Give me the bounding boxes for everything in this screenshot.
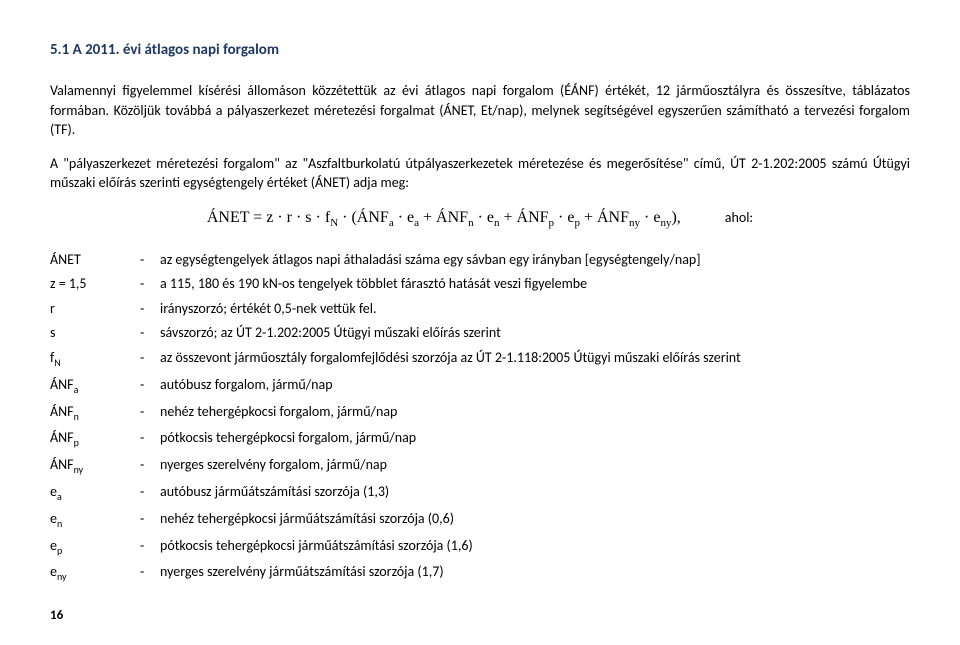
definition-term: ea <box>50 482 140 504</box>
formula-eny: · e <box>640 209 660 226</box>
definition-term-subscript: a <box>74 383 79 396</box>
formula-ep: · e <box>554 209 574 226</box>
definition-dash: - <box>140 299 160 319</box>
paragraph-1: Valamennyi figyelemmel kísérési állomáso… <box>50 81 910 140</box>
definition-term-subscript: n <box>57 517 62 530</box>
definition-description: az egységtengelyek átlagos napi áthaladá… <box>160 250 910 270</box>
formula: ÁNET = z · r · s · fN · (ÁNFa · ea + ÁNF… <box>50 207 910 232</box>
definition-description: az összevont járműosztály forgalomfejlőd… <box>160 348 910 368</box>
formula-anfn: + ÁNF <box>419 209 468 226</box>
formula-anfny: + ÁNF <box>580 209 629 226</box>
definition-description: pótkocsis tehergépkocsi forgalom, jármű/… <box>160 428 910 448</box>
definition-dash: - <box>140 375 160 395</box>
definition-term: s <box>50 323 140 343</box>
definition-term-subscript: n <box>74 409 79 422</box>
formula-en: · e <box>474 209 494 226</box>
definition-term: eny <box>50 562 140 584</box>
definition-dash: - <box>140 428 160 448</box>
formula-ahol: ahol: <box>725 208 753 228</box>
paragraph-2: A "pályaszerkezet méretezési forgalom" a… <box>50 154 910 193</box>
definition-term-subscript: p <box>74 436 79 449</box>
definition-description: a 115, 180 és 190 kN-os tengelyek többle… <box>160 274 910 294</box>
definitions-list: ÁNET-az egységtengelyek átlagos napi áth… <box>50 250 910 585</box>
formula-close: ), <box>671 209 680 226</box>
definition-term: ÁNFny <box>50 455 140 477</box>
definition-description: nehéz tehergépkocsi járműátszámítási szo… <box>160 509 910 529</box>
definition-description: autóbusz forgalom, jármű/nap <box>160 375 910 395</box>
formula-sub-ny: ny <box>629 217 640 229</box>
definition-dash: - <box>140 274 160 294</box>
definition-description: nyerges szerelvény forgalom, jármű/nap <box>160 455 910 475</box>
definition-term: ÁNFa <box>50 375 140 397</box>
definition-dash: - <box>140 455 160 475</box>
definition-term-subscript: a <box>57 490 62 503</box>
definition-term: z = 1,5 <box>50 274 140 294</box>
definition-description: nehéz tehergépkocsi forgalom, jármű/nap <box>160 402 910 422</box>
definition-description: pótkocsis tehergépkocsi járműátszámítási… <box>160 536 910 556</box>
definition-dash: - <box>140 509 160 529</box>
formula-open: · (ÁNF <box>338 209 389 226</box>
definition-dash: - <box>140 482 160 502</box>
definition-dash: - <box>140 562 160 582</box>
definition-description: autóbusz járműátszámítási szorzója (1,3) <box>160 482 910 502</box>
formula-sub-ny2: ny <box>660 217 671 229</box>
definition-term-subscript: ny <box>57 570 67 583</box>
formula-anfp: + ÁNF <box>500 209 549 226</box>
definition-dash: - <box>140 323 160 343</box>
definition-term-subscript: N <box>54 356 60 369</box>
definition-dash: - <box>140 402 160 422</box>
definition-description: nyerges szerelvény járműátszámítási szor… <box>160 562 910 582</box>
definition-term-subscript: p <box>57 543 62 556</box>
definition-term: ep <box>50 536 140 558</box>
section-heading: 5.1 A 2011. évi átlagos napi forgalom <box>50 40 910 61</box>
definition-term: r <box>50 299 140 319</box>
definition-term: fN <box>50 348 140 370</box>
definition-description: irányszorzó; értékét 0,5-nek vettük fel. <box>160 299 910 319</box>
definition-description: sávszorzó; az ÚT 2-1.202:2005 Útügyi műs… <box>160 323 910 343</box>
formula-lhs: ÁNET = z · r · s · f <box>207 209 330 226</box>
definition-dash: - <box>140 250 160 270</box>
definition-term: ÁNFp <box>50 428 140 450</box>
formula-sub-n: N <box>330 217 338 229</box>
formula-ea: · e <box>394 209 414 226</box>
page-number: 16 <box>50 607 63 625</box>
definition-dash: - <box>140 536 160 556</box>
definition-term-subscript: ny <box>74 463 84 476</box>
definition-dash: - <box>140 348 160 368</box>
definition-term: ÁNET <box>50 250 140 270</box>
definition-term: ÁNFn <box>50 402 140 424</box>
definition-term: en <box>50 509 140 531</box>
